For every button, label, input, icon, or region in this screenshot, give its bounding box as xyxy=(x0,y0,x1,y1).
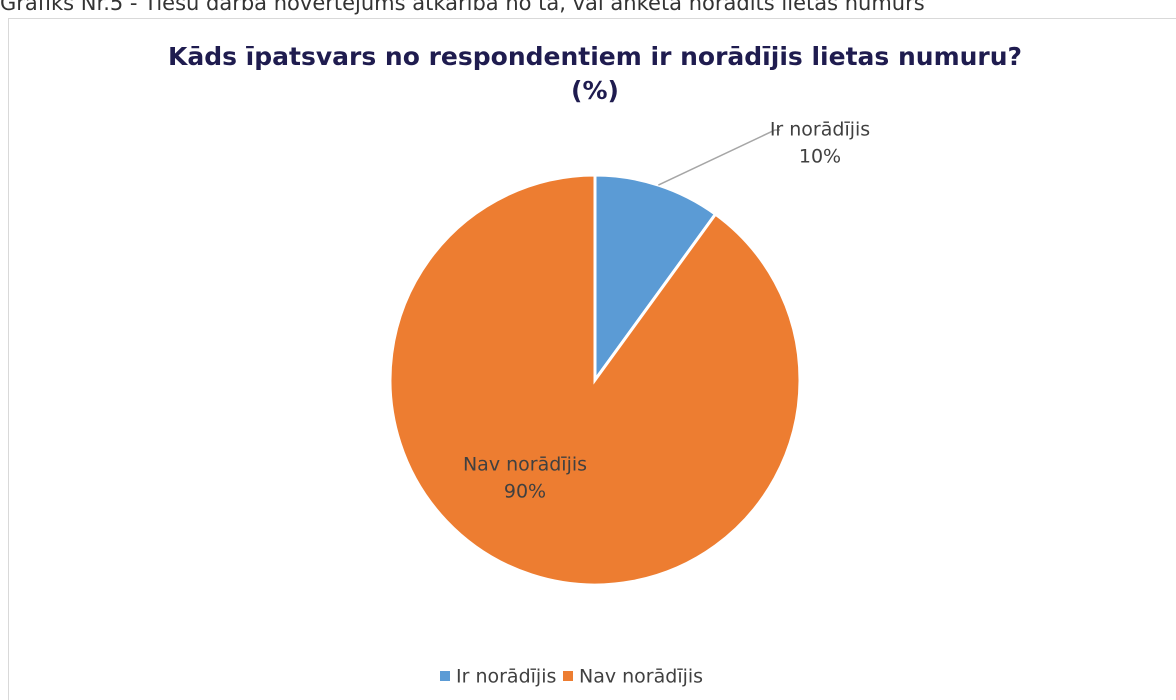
legend-label: Ir norādījis xyxy=(456,666,556,688)
leader-line xyxy=(658,129,780,186)
chart-title: (%) xyxy=(571,76,619,105)
data-label: 10% xyxy=(799,146,841,168)
chart-title: Kāds īpatsvars no respondentiem ir norād… xyxy=(168,42,1022,71)
data-label-name: Nav norādījis xyxy=(463,454,587,476)
data-label-name: Ir norādījis xyxy=(770,119,870,141)
legend-swatch xyxy=(563,671,573,681)
pie-slice xyxy=(388,173,802,587)
caption: Grafiks Nr.5 - Tiesu darba novērtējums a… xyxy=(0,0,925,15)
legend-label: Nav norādījis xyxy=(579,666,703,688)
legend-swatch xyxy=(440,671,450,681)
data-label: 90% xyxy=(504,481,546,503)
pie-slice xyxy=(593,173,718,385)
